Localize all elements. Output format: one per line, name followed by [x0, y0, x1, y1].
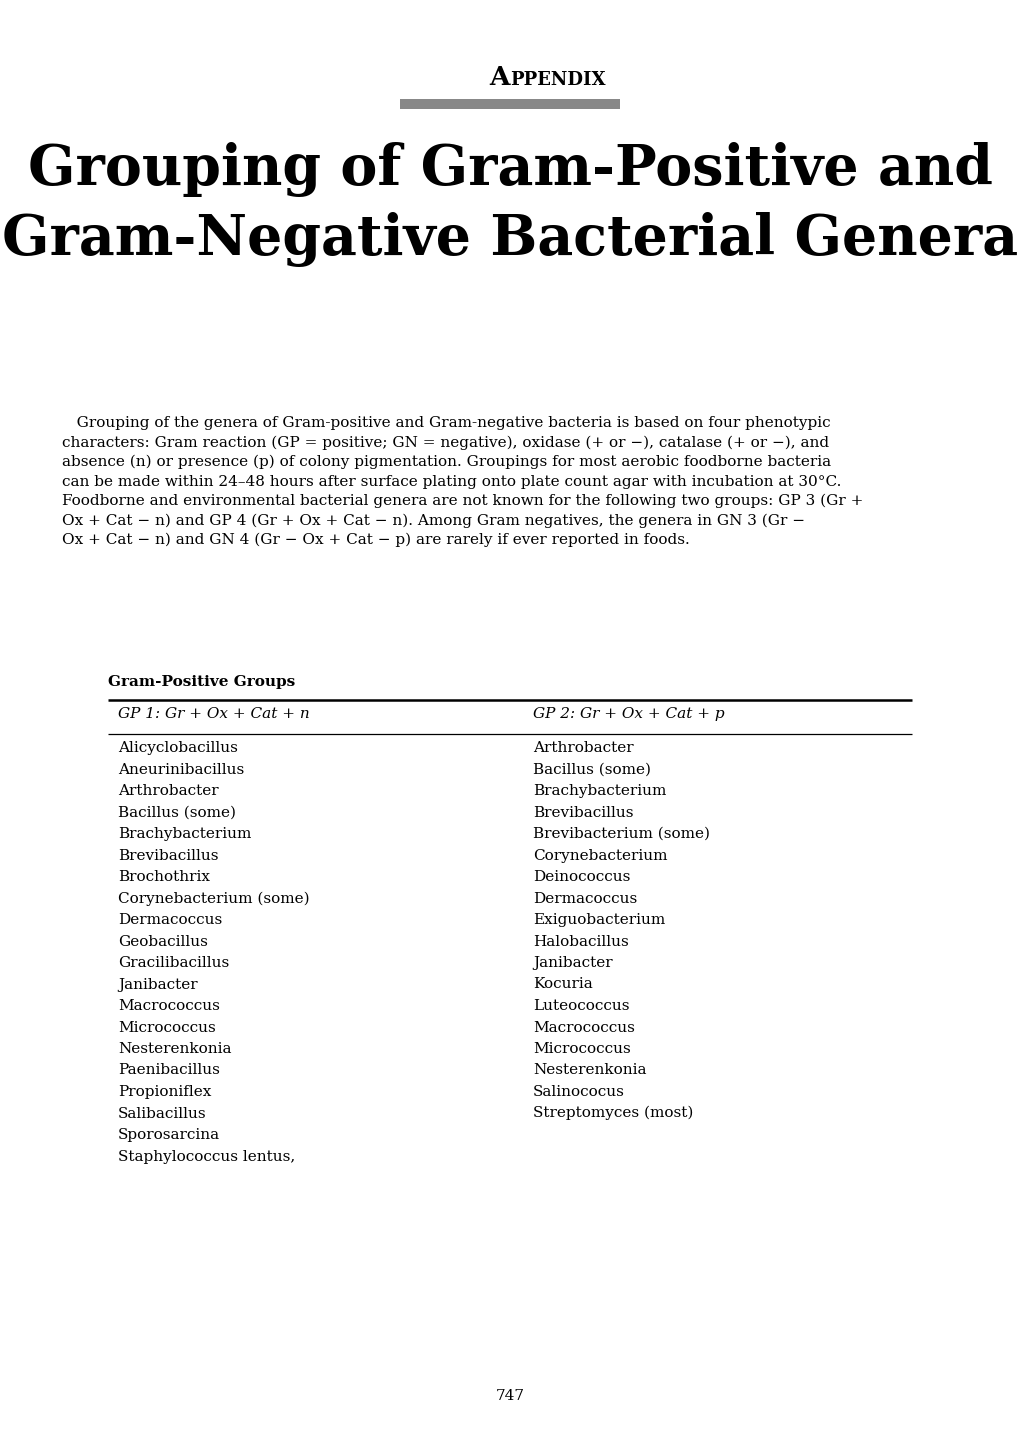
Text: Staphylococcus lentus,: Staphylococcus lentus,: [118, 1149, 294, 1164]
Text: Propioniflex: Propioniflex: [118, 1085, 211, 1099]
Text: Bacillus (some): Bacillus (some): [533, 762, 650, 777]
Text: Dermacoccus: Dermacoccus: [533, 891, 637, 906]
Text: Arthrobacter: Arthrobacter: [118, 784, 218, 798]
Text: Salibacillus: Salibacillus: [118, 1106, 207, 1121]
Text: GP 1: Gr + Ox + Cat + n: GP 1: Gr + Ox + Cat + n: [118, 706, 310, 721]
Text: Micrococcus: Micrococcus: [533, 1042, 630, 1056]
Text: Micrococcus: Micrococcus: [118, 1020, 216, 1035]
Text: Gram-Negative Bacterial Genera: Gram-Negative Bacterial Genera: [2, 212, 1017, 267]
Text: Gram-Positive Groups: Gram-Positive Groups: [108, 675, 294, 689]
Text: absence (n) or presence (p) of colony pigmentation. Groupings for most aerobic f: absence (n) or presence (p) of colony pi…: [62, 454, 830, 469]
Text: Paenibacillus: Paenibacillus: [118, 1063, 220, 1078]
Text: Grouping of the genera of Gram-positive and Gram-negative bacteria is based on f: Grouping of the genera of Gram-positive …: [62, 416, 829, 430]
Text: Halobacillus: Halobacillus: [533, 934, 628, 949]
Text: GP 2: Gr + Ox + Cat + p: GP 2: Gr + Ox + Cat + p: [533, 706, 723, 721]
Text: Brevibacillus: Brevibacillus: [118, 848, 218, 863]
Text: Macrococcus: Macrococcus: [118, 999, 220, 1013]
Text: Streptomyces (most): Streptomyces (most): [533, 1106, 693, 1121]
Text: Geobacillus: Geobacillus: [118, 934, 208, 949]
Text: Corynebacterium (some): Corynebacterium (some): [118, 891, 310, 906]
Text: Exiguobacterium: Exiguobacterium: [533, 913, 664, 927]
Text: Deinococcus: Deinococcus: [533, 870, 630, 884]
Text: Aneurinibacillus: Aneurinibacillus: [118, 762, 244, 777]
Text: Brachybacterium: Brachybacterium: [533, 784, 665, 798]
Text: Brevibacterium (some): Brevibacterium (some): [533, 827, 709, 841]
Text: Ox + Cat − n) and GN 4 (Gr − Ox + Cat − p) are rarely if ever reported in foods.: Ox + Cat − n) and GN 4 (Gr − Ox + Cat − …: [62, 533, 689, 547]
Text: PPENDIX: PPENDIX: [510, 72, 605, 89]
Text: Brochothrix: Brochothrix: [118, 870, 210, 884]
Text: Gracilibacillus: Gracilibacillus: [118, 956, 229, 970]
Text: Nesterenkonia: Nesterenkonia: [118, 1042, 231, 1056]
Text: Macrococcus: Macrococcus: [533, 1020, 634, 1035]
Text: Kocuria: Kocuria: [533, 977, 592, 992]
Text: Janibacter: Janibacter: [118, 977, 198, 992]
Text: Salinococus: Salinococus: [533, 1085, 625, 1099]
Text: Alicyclobacillus: Alicyclobacillus: [118, 741, 237, 755]
Text: Ox + Cat − n) and GP 4 (Gr + Ox + Cat − n). Among Gram negatives, the genera in : Ox + Cat − n) and GP 4 (Gr + Ox + Cat − …: [62, 513, 804, 527]
Text: A: A: [489, 64, 510, 90]
Text: Bacillus (some): Bacillus (some): [118, 805, 235, 820]
Text: Luteococcus: Luteococcus: [533, 999, 629, 1013]
Text: Dermacoccus: Dermacoccus: [118, 913, 222, 927]
Text: Foodborne and environmental bacterial genera are not known for the following two: Foodborne and environmental bacterial ge…: [62, 493, 862, 509]
Text: 747: 747: [495, 1389, 524, 1403]
Text: Corynebacterium: Corynebacterium: [533, 848, 666, 863]
Text: Brachybacterium: Brachybacterium: [118, 827, 251, 841]
Text: Nesterenkonia: Nesterenkonia: [533, 1063, 646, 1078]
Text: Arthrobacter: Arthrobacter: [533, 741, 633, 755]
Text: can be made within 24–48 hours after surface plating onto plate count agar with : can be made within 24–48 hours after sur…: [62, 474, 841, 489]
Text: Brevibacillus: Brevibacillus: [533, 805, 633, 820]
Bar: [399, 99, 620, 109]
Text: Janibacter: Janibacter: [533, 956, 612, 970]
Text: Grouping of Gram-Positive and: Grouping of Gram-Positive and: [28, 142, 991, 196]
Text: Sporosarcina: Sporosarcina: [118, 1128, 220, 1142]
Text: characters: Gram reaction (GP = positive; GN = negative), oxidase (+ or −), cata: characters: Gram reaction (GP = positive…: [62, 436, 828, 450]
